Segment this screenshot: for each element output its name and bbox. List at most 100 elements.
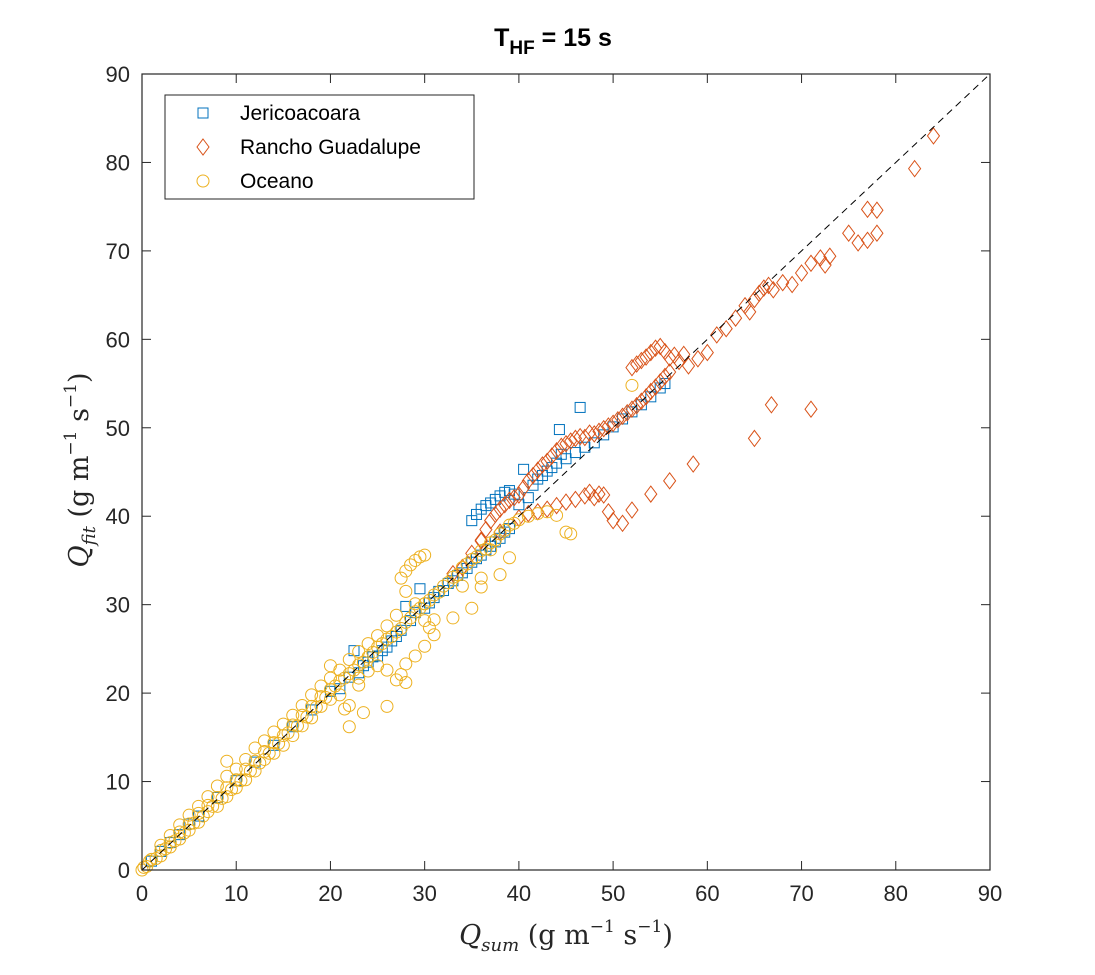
data-point <box>375 637 389 651</box>
data-point <box>597 486 611 504</box>
y-tick-label: 50 <box>106 416 130 441</box>
x-tick-label: 10 <box>224 881 248 906</box>
data-point <box>601 417 616 435</box>
data-point <box>601 502 616 521</box>
data-point <box>342 698 356 712</box>
data-point <box>352 671 366 685</box>
data-point <box>606 511 620 530</box>
chart-title: THF = 15 s <box>494 24 612 59</box>
data-point <box>144 852 158 866</box>
data-point <box>823 247 837 266</box>
data-point <box>257 734 271 748</box>
data-point <box>474 580 488 594</box>
data-point <box>408 649 422 663</box>
data-point <box>579 441 591 453</box>
data-point <box>483 511 498 530</box>
data-point <box>154 849 168 863</box>
legend-entry: Rancho Guadalupe <box>196 136 421 159</box>
data-point <box>338 702 352 716</box>
x-tick-label: 30 <box>412 881 436 906</box>
data-point <box>465 601 479 615</box>
data-point <box>611 410 625 429</box>
data-point <box>550 508 564 522</box>
data-point <box>926 127 941 145</box>
data-point <box>182 808 196 822</box>
data-point <box>314 679 328 693</box>
data-point <box>907 159 922 178</box>
data-point <box>578 487 592 505</box>
data-point <box>540 505 554 519</box>
data-point <box>752 284 766 303</box>
data-point <box>380 619 394 633</box>
x-tick-label: 20 <box>318 881 342 906</box>
axis-ticks <box>141 73 991 871</box>
data-point <box>549 441 564 460</box>
data-point <box>239 773 253 787</box>
y-tick-label: 10 <box>106 770 130 795</box>
data-point <box>502 491 517 510</box>
data-point <box>521 509 535 523</box>
data-point <box>644 485 658 503</box>
series-rancho-guadalupe <box>446 127 941 583</box>
data-point <box>672 352 686 371</box>
data-point <box>474 531 488 549</box>
data-point <box>333 688 347 702</box>
data-point <box>540 452 554 471</box>
data-point <box>163 840 177 854</box>
data-point <box>592 485 606 503</box>
data-point <box>323 659 337 673</box>
data-point <box>380 699 394 713</box>
data-point <box>276 738 290 752</box>
data-point <box>394 571 408 585</box>
data-point <box>356 706 370 720</box>
data-point <box>441 576 455 590</box>
data-point <box>625 358 639 377</box>
data-point <box>553 424 565 436</box>
data-point <box>394 668 408 682</box>
data-point <box>361 664 375 678</box>
y-tick-label: 20 <box>106 681 130 706</box>
data-point <box>663 363 677 381</box>
data-point <box>516 479 531 497</box>
data-point <box>143 854 157 868</box>
data-point <box>248 741 262 755</box>
legend: Jericoacoara Rancho Guadalupe Oceano <box>164 94 475 200</box>
data-point <box>493 500 507 518</box>
data-point <box>267 746 281 760</box>
data-point <box>615 514 630 533</box>
x-tick-label: 90 <box>978 881 1002 906</box>
data-point <box>342 720 356 734</box>
x-tick-label: 50 <box>601 881 625 906</box>
data-point <box>747 429 762 448</box>
data-point <box>498 495 512 514</box>
data-point <box>615 407 630 426</box>
data-point <box>625 378 639 392</box>
data-point <box>399 615 413 629</box>
data-point <box>757 279 771 297</box>
data-point <box>210 779 224 793</box>
series-oceano <box>135 378 639 877</box>
data-point <box>658 367 672 386</box>
x-tick-label: 40 <box>507 881 531 906</box>
data-point <box>644 343 658 362</box>
data-point <box>620 403 634 422</box>
data-point <box>630 355 644 373</box>
data-point <box>154 838 168 852</box>
data-point <box>347 663 361 677</box>
y-tick-label: 0 <box>118 858 130 883</box>
data-point <box>639 348 653 366</box>
data-point <box>479 520 493 539</box>
data-point <box>427 628 441 642</box>
data-point <box>493 527 507 541</box>
data-point <box>366 645 380 659</box>
data-point <box>220 754 234 768</box>
legend-box <box>164 94 475 200</box>
data-point <box>229 773 243 787</box>
data-point <box>870 224 884 243</box>
data-point <box>286 718 300 732</box>
x-axis-label: Qsum (g m−1 s−1) <box>459 917 673 956</box>
legend-marker <box>196 174 210 188</box>
data-point <box>239 752 253 766</box>
data-point <box>521 472 535 490</box>
data-point <box>201 790 215 804</box>
